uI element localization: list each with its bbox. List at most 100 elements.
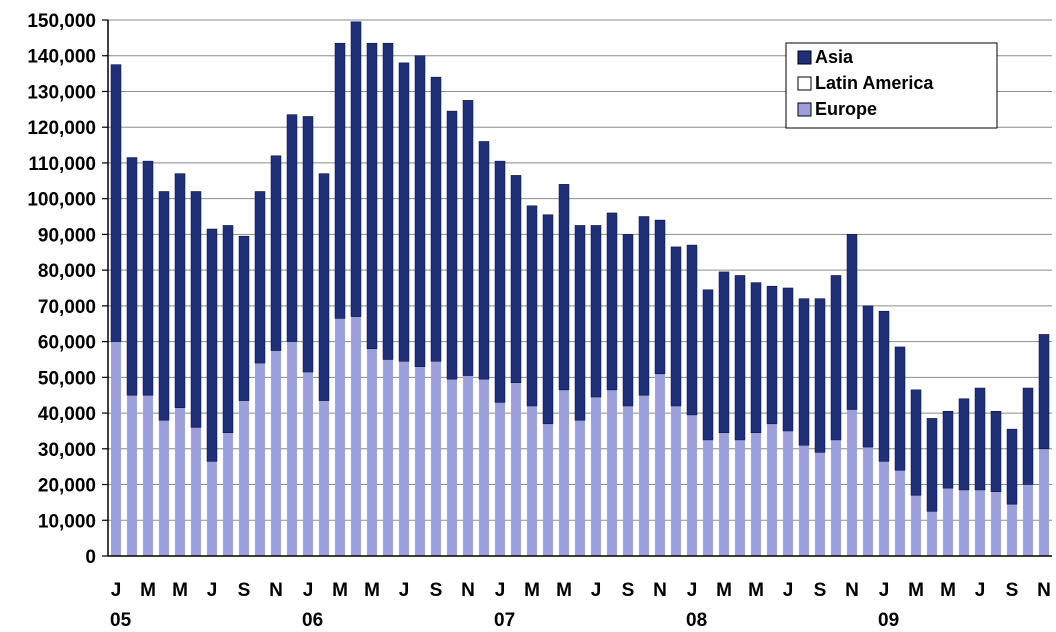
bar-asia: [254, 191, 266, 364]
bar-asia: [606, 212, 618, 391]
bar-asia: [702, 289, 714, 441]
bar-europe: [639, 395, 649, 556]
bar-asia: [654, 219, 666, 375]
x-tick-label: J: [591, 580, 602, 601]
bar-asia: [622, 234, 634, 407]
bar-asia: [638, 216, 650, 396]
bar-asia: [542, 214, 554, 425]
year-label: 07: [494, 610, 515, 631]
bar-asia: [814, 298, 826, 453]
bar-asia: [222, 225, 234, 434]
y-tick-label: 110,000: [28, 154, 96, 175]
y-tick-label: 0: [85, 547, 96, 568]
bar-asia: [510, 175, 522, 383]
bar-asia: [974, 387, 986, 491]
bar-asia: [126, 157, 138, 396]
bar-europe: [495, 402, 505, 556]
x-tick-label: N: [1037, 580, 1051, 601]
y-tick-label: 30,000: [38, 440, 96, 461]
x-tick-label: J: [879, 580, 890, 601]
legend-label: Europe: [815, 99, 877, 119]
legend-swatch: [797, 50, 812, 65]
bar-europe: [927, 511, 937, 556]
bar-asia: [478, 141, 490, 380]
y-tick-label: 10,000: [38, 511, 96, 532]
bar-europe: [895, 470, 905, 556]
x-tick-label: M: [332, 580, 348, 601]
bar-asia: [990, 410, 1002, 492]
bar-europe: [783, 430, 793, 556]
bar-europe: [287, 341, 297, 556]
legend-label: Latin America: [815, 73, 934, 93]
bar-asia: [414, 55, 426, 367]
bar-asia: [590, 225, 602, 398]
bar-europe: [559, 389, 569, 556]
bar-asia: [190, 191, 202, 428]
bar-europe: [239, 400, 249, 556]
bar-asia: [302, 116, 314, 373]
bar-asia: [110, 64, 122, 342]
bar-asia: [142, 160, 154, 396]
bar-europe: [543, 423, 553, 556]
bar-europe: [271, 350, 281, 556]
x-tick-label: M: [940, 580, 956, 601]
bar-europe: [431, 361, 441, 556]
bar-asia: [574, 225, 586, 421]
bar-asia: [926, 418, 938, 512]
bar-europe: [831, 439, 841, 556]
axes: [107, 20, 1052, 557]
bar-europe: [879, 461, 889, 556]
bar-asia: [910, 389, 922, 496]
bar-europe: [383, 359, 393, 556]
bar-europe: [847, 409, 857, 556]
bar-europe: [911, 495, 921, 556]
bar-asia: [286, 114, 298, 342]
bar-europe: [191, 427, 201, 556]
bar-europe: [1007, 504, 1017, 556]
bar-asia: [558, 184, 570, 391]
bar-europe: [1039, 448, 1049, 556]
y-tick-label: 140,000: [27, 47, 96, 68]
bar-europe: [159, 420, 169, 556]
bar-europe: [975, 489, 985, 556]
bars: [110, 21, 1050, 556]
bar-europe: [751, 432, 761, 556]
bar-europe: [623, 405, 633, 556]
bar-asia: [718, 271, 730, 434]
bar-europe: [863, 447, 873, 556]
bar-europe: [303, 371, 313, 556]
bar-europe: [575, 420, 585, 556]
legend: Asia Latin America Europe: [785, 42, 998, 129]
x-tick-label: J: [495, 580, 506, 601]
bar-europe: [511, 382, 521, 556]
x-tick-label: M: [716, 580, 732, 601]
bar-asia: [766, 285, 778, 425]
bar-europe: [799, 445, 809, 556]
bar-europe: [959, 489, 969, 556]
bar-europe: [687, 414, 697, 556]
bar-europe: [991, 491, 1001, 556]
bar-asia: [1022, 387, 1034, 485]
legend-swatch: [797, 76, 812, 91]
bar-europe: [703, 439, 713, 556]
y-tick-label: 20,000: [38, 476, 96, 497]
bar-asia: [894, 346, 906, 471]
legend-box: [785, 42, 998, 129]
bar-asia: [318, 173, 330, 401]
x-tick-label: M: [140, 580, 156, 601]
bar-asia: [782, 287, 794, 432]
y-tick-labels: 0 10,000 20,000 30,000 40,000 50,000 60,000 70,…: [27, 11, 108, 568]
y-tick-label: 130,000: [27, 82, 96, 103]
x-tick-label: J: [687, 580, 698, 601]
x-tick-label: J: [111, 580, 122, 601]
y-tick-label: 70,000: [38, 297, 96, 318]
bar-asia: [1006, 428, 1018, 505]
bar-asia: [350, 21, 362, 317]
bar-asia: [334, 42, 346, 319]
bar-asia: [958, 398, 970, 491]
bar-asia: [846, 234, 858, 410]
bar-asia: [158, 191, 170, 421]
bar-asia: [462, 100, 474, 376]
bar-asia: [750, 282, 762, 434]
